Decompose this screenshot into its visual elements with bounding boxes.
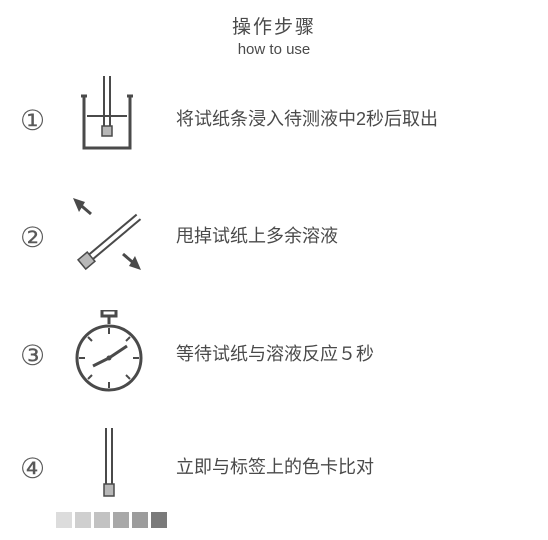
page-root: 操作步骤 how to use ① 将试纸条浸入待测液中2秒后取出 ② <box>0 0 548 540</box>
color-swatch <box>56 512 72 528</box>
step-number-3: ③ <box>20 339 54 372</box>
color-swatch <box>75 512 91 528</box>
color-swatch <box>94 512 110 528</box>
step-row-4: ④ 立即与标签上的色卡比对 <box>20 428 528 508</box>
title-english: how to use <box>20 41 528 58</box>
shake-strip-icon <box>54 192 164 282</box>
step-number-1: ① <box>20 104 54 137</box>
step-row-3: ③ 等待试纸与溶液反 <box>20 310 528 400</box>
step-number-4: ④ <box>20 452 54 485</box>
step-row-2: ② 甩掉试纸上多余溶液 <box>20 192 528 282</box>
step-text-3: 等待试纸与溶液反应５秒 <box>164 342 528 367</box>
step-text-4: 立即与标签上的色卡比对 <box>164 455 528 480</box>
dip-strip-icon <box>54 76 164 164</box>
compare-strip-icon <box>54 428 164 508</box>
step-row-1: ① 将试纸条浸入待测液中2秒后取出 <box>20 76 528 164</box>
color-swatch-row <box>56 512 528 528</box>
color-swatch <box>132 512 148 528</box>
stopwatch-icon <box>54 310 164 400</box>
step-text-2: 甩掉试纸上多余溶液 <box>164 224 528 249</box>
color-swatch <box>113 512 129 528</box>
header: 操作步骤 how to use <box>20 12 528 58</box>
color-swatch <box>151 512 167 528</box>
title-chinese: 操作步骤 <box>20 12 528 39</box>
step-text-1: 将试纸条浸入待测液中2秒后取出 <box>164 107 528 132</box>
step-number-2: ② <box>20 221 54 254</box>
